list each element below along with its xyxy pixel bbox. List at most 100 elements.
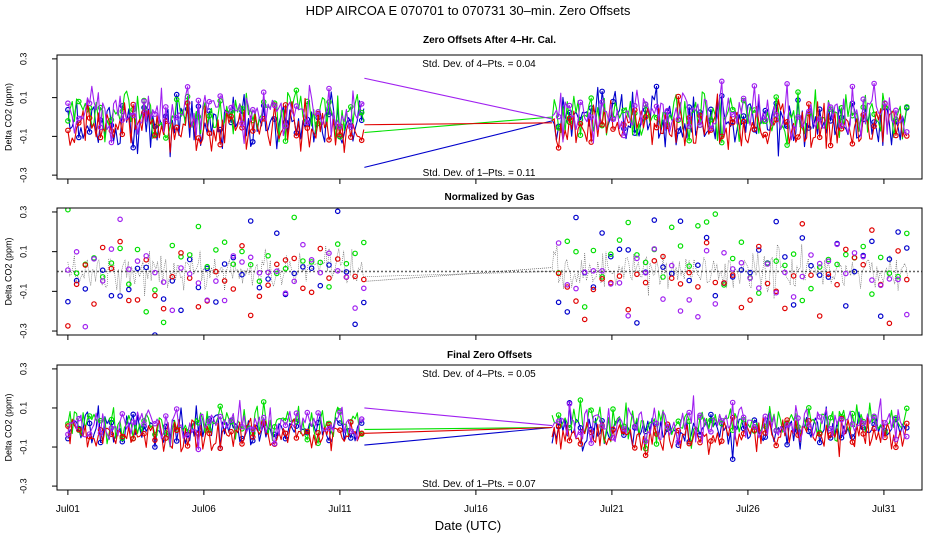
series-red-point	[73, 281, 80, 288]
series-purple-point	[293, 103, 300, 109]
series-red-point	[239, 243, 245, 249]
series-purple-point	[860, 96, 867, 103]
series-purple-point	[108, 246, 115, 252]
series-green-point	[712, 211, 719, 217]
series-green-point	[610, 406, 616, 412]
series-red-point	[762, 131, 769, 138]
series-green-point	[621, 107, 627, 114]
series-green-point	[134, 246, 141, 253]
series-green-point	[675, 418, 682, 425]
series-green-point	[343, 260, 350, 267]
series-green-point	[773, 258, 780, 264]
series-red-point	[358, 430, 365, 437]
series-purple-point	[260, 89, 267, 96]
series-purple-point	[163, 104, 169, 110]
series-blue-point	[877, 313, 884, 320]
series-red-point	[816, 313, 823, 319]
series-green-point	[653, 441, 660, 447]
series-green-point	[827, 414, 834, 421]
series-purple-point	[282, 123, 289, 129]
series-red-point	[729, 272, 736, 278]
series-green-point	[703, 219, 710, 225]
series-red-point	[795, 134, 801, 140]
series-red-point	[903, 420, 910, 427]
series-red-point	[228, 113, 234, 120]
series-blue-point	[108, 292, 115, 299]
series-blue-point	[119, 438, 126, 445]
series-purple-point	[660, 296, 666, 302]
series-green-point	[869, 291, 875, 297]
series-blue-point	[869, 238, 875, 245]
series-purple-point	[747, 275, 753, 281]
series-purple-point	[186, 270, 193, 277]
series-red-point	[747, 297, 753, 303]
series-purple-point	[631, 423, 638, 430]
series-purple-point	[73, 249, 80, 255]
series-purple-point	[315, 410, 321, 416]
series-blue-point	[152, 444, 158, 450]
series-red-point	[126, 297, 132, 304]
series-red-point	[250, 434, 256, 440]
series-purple-point	[99, 278, 106, 284]
series-green-point	[291, 214, 298, 221]
series-red-point	[599, 275, 605, 282]
series-purple-point	[300, 241, 306, 248]
series-red-point	[577, 441, 584, 447]
series-red-point	[178, 250, 184, 256]
series-red-point	[764, 280, 771, 287]
series-green-point	[163, 135, 169, 141]
y-tick-label: 0.1	[18, 245, 28, 258]
series-green-point	[634, 252, 640, 258]
series-green-point	[808, 285, 814, 292]
series-blue-point	[221, 261, 228, 267]
series-green-point	[293, 87, 300, 94]
series-purple-point	[173, 114, 180, 121]
series-blue-point	[838, 434, 845, 441]
series-green-point	[360, 239, 367, 246]
x-axis-label: Date (UTC)	[435, 518, 501, 533]
series-purple-point	[143, 253, 150, 259]
series-green-point	[143, 308, 150, 315]
series-purple-point	[152, 269, 158, 276]
series-red-point	[206, 430, 213, 437]
series-green-point	[247, 261, 254, 268]
y-tick-label: -0.1	[18, 439, 28, 455]
series-green-point	[160, 319, 167, 326]
series-purple-point	[152, 420, 158, 427]
series-red-point	[195, 303, 202, 310]
series-green-point	[738, 239, 745, 246]
series-purple-point	[360, 285, 367, 292]
series-purple-point	[206, 418, 213, 424]
panel-data	[57, 208, 922, 335]
series-purple-point	[686, 409, 693, 416]
series-purple-point	[784, 422, 790, 428]
series-blue-point	[782, 254, 788, 260]
series-red-point	[217, 445, 224, 452]
series-purple-point	[849, 83, 856, 90]
x-tick-label: Jul31	[872, 504, 896, 515]
series-red-point	[799, 221, 806, 227]
panel-data	[65, 395, 910, 463]
series-green-point	[308, 259, 315, 265]
series-purple-point	[834, 241, 840, 248]
series-green-point	[347, 104, 354, 110]
series-purple-point	[86, 431, 93, 437]
series-purple-point	[816, 414, 823, 420]
series-red-point	[740, 118, 747, 125]
series-red-point	[334, 256, 341, 262]
series-red-point	[653, 124, 660, 131]
series-purple-point	[308, 256, 315, 263]
series-red-point	[718, 133, 725, 140]
series-blue-point	[160, 296, 167, 302]
series-blue-point	[747, 269, 753, 276]
series-blue-point	[555, 299, 562, 306]
series-blue-point	[677, 218, 684, 225]
series-red-point	[686, 114, 693, 121]
panel-1: Zero Offsets After 4–Hr. Cal. 0.3 0.1 -0.1 -…	[3, 35, 923, 184]
series-purple-point	[877, 282, 884, 289]
series-purple-point	[247, 254, 254, 261]
series-purple-point	[178, 265, 184, 271]
series-purple-point	[65, 100, 71, 107]
series-red-point	[566, 115, 573, 122]
